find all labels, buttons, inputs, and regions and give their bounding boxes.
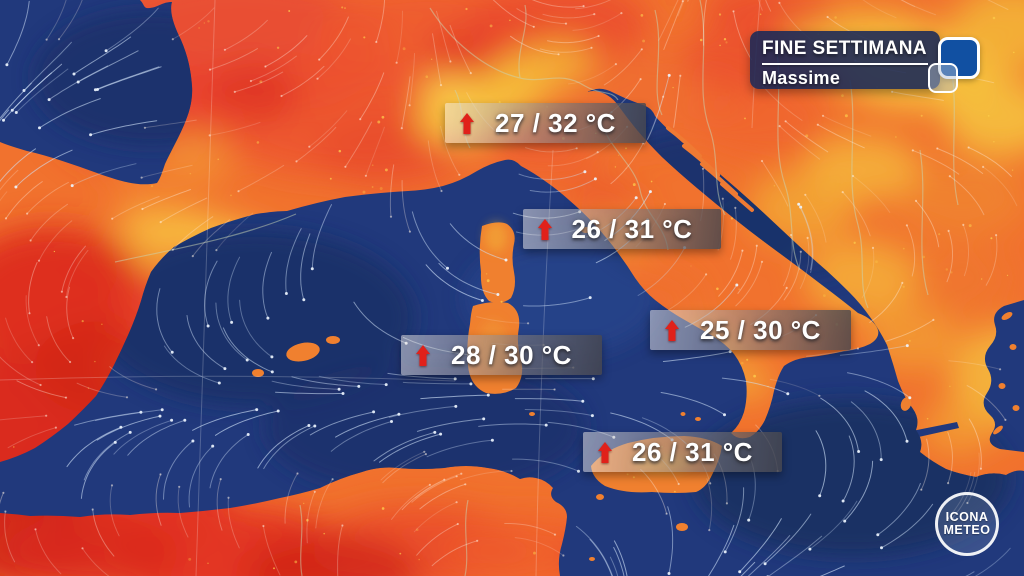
rising-temp-arrow-icon <box>597 441 613 464</box>
temp-label-central-italy: 26 / 31 °C <box>523 209 721 249</box>
dalmatian-islands <box>666 126 754 212</box>
malta-shape <box>676 523 688 531</box>
temp-value: 26 / 31 °C <box>571 213 693 244</box>
temp-value: 28 / 30 °C <box>451 339 572 370</box>
banner-divider <box>762 63 928 65</box>
brand-logo-square-icon <box>938 37 980 79</box>
banner-subtitle: Massime <box>762 68 841 88</box>
aegean-island-shape <box>1009 344 1017 350</box>
mallorca-shape <box>286 342 320 362</box>
lampedusa-shape <box>589 557 595 561</box>
temp-value: 27 / 32 °C <box>495 107 616 138</box>
corfu-shape <box>900 397 912 411</box>
aegean-sea-shape <box>983 300 1024 452</box>
aegean-island-shape <box>1012 405 1020 411</box>
temp-label-sardinia: 28 / 30 °C <box>401 335 602 375</box>
aeolian-island-shape <box>695 417 701 421</box>
aeolian-island-shape <box>680 412 686 416</box>
watermark-line1: ICONA <box>945 510 989 524</box>
iconameteo-watermark: ICONA METEO <box>935 492 999 556</box>
rising-temp-arrow-icon <box>537 218 553 241</box>
temp-label-south-italy: 25 / 30 °C <box>650 310 851 350</box>
aegean-island-shape <box>998 383 1006 389</box>
rising-temp-arrow-icon <box>459 112 475 135</box>
menorca-shape <box>326 336 340 344</box>
aegean-island-shape <box>1001 312 1013 320</box>
ibiza-shape <box>252 369 264 377</box>
gulf-of-corinth-shape <box>912 422 959 438</box>
temp-label-sicily: 26 / 31 °C <box>583 432 782 472</box>
temp-value: 25 / 30 °C <box>700 314 821 345</box>
aegean-island-shape <box>993 425 1003 435</box>
brand-logo-small-square-icon <box>928 63 958 93</box>
temp-label-north-italy: 27 / 32 °C <box>445 103 646 143</box>
pantelleria-shape <box>596 494 604 500</box>
temp-value: 26 / 31 °C <box>632 436 753 467</box>
tyrrhenian-islet-shape <box>529 412 535 416</box>
rising-temp-arrow-icon <box>415 344 431 367</box>
title-banner: FINE SETTIMANA Massime <box>750 31 980 93</box>
rising-temp-arrow-icon <box>664 319 680 342</box>
watermark-line2: METEO <box>943 523 991 537</box>
banner-title: FINE SETTIMANA <box>762 38 927 59</box>
